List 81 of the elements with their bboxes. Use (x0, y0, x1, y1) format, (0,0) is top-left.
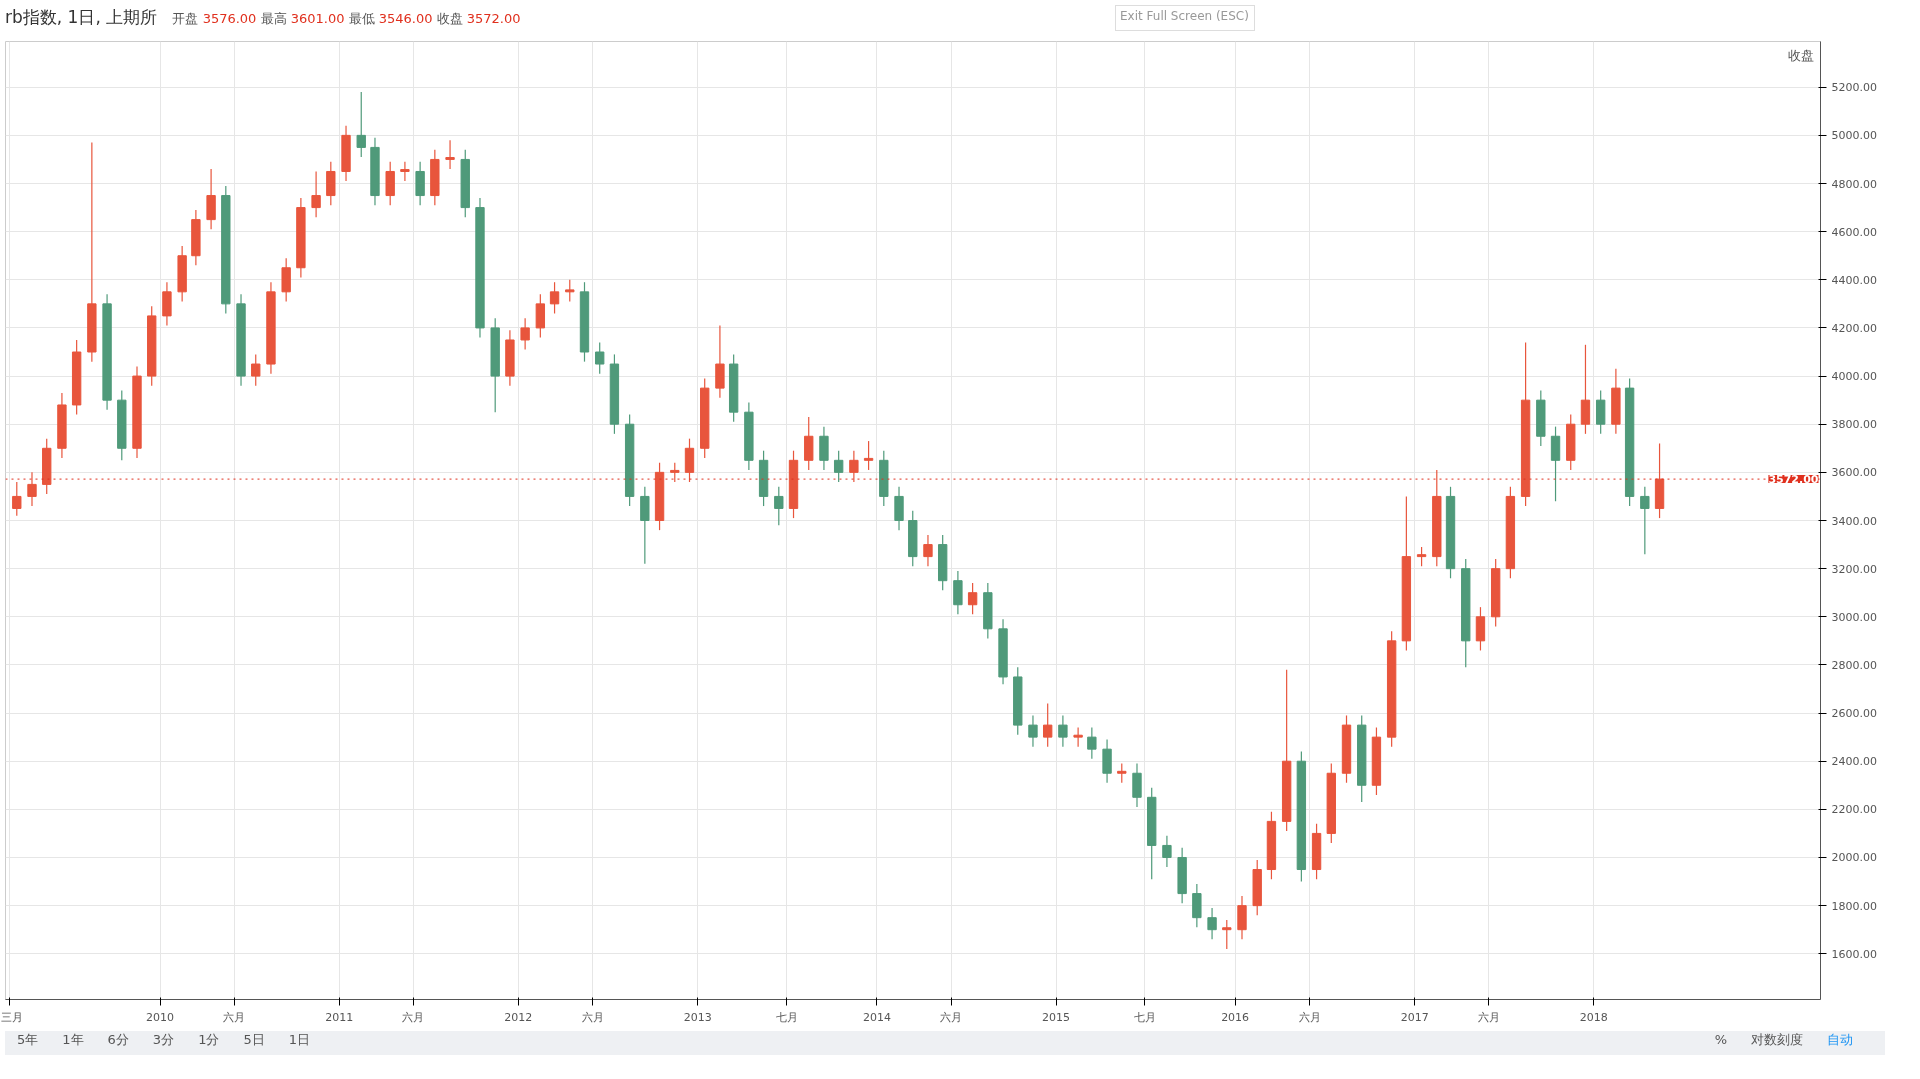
candlestick (12, 481, 22, 517)
text: Exit Full Screen (ESC) (1120, 8, 1249, 25)
candlestick (549, 281, 560, 315)
y-tick-label: 2800.00 (1831, 658, 1877, 672)
candlestick (1416, 546, 1427, 567)
candlestick (863, 440, 874, 471)
candlestick (595, 341, 605, 375)
y-tick-label: 4200.00 (1831, 321, 1877, 335)
candlestick (1043, 702, 1053, 748)
candlestick (1162, 835, 1172, 868)
x-tick-label: 六月 (940, 1010, 963, 1024)
candlestick (1087, 726, 1097, 760)
candlestick (520, 317, 530, 351)
text: 1年 (62, 1032, 84, 1047)
text: 5年 (17, 1032, 39, 1047)
text: 1分 (198, 1032, 220, 1047)
candlestick (1073, 726, 1083, 748)
candlestick (833, 450, 844, 483)
x-tick-label: 2013 (683, 1010, 712, 1024)
x-tick-label: 六月 (1298, 1010, 1321, 1024)
chart-title: rb指数, 1日, 上期所 (5, 7, 158, 27)
candlestick (774, 486, 784, 526)
y-tick-label: 2200.00 (1831, 803, 1877, 817)
x-tick-label: 2018 (1579, 1010, 1608, 1024)
text: 对数刻度 (1751, 1032, 1803, 1047)
text: 3分 (152, 1032, 175, 1047)
x-tick-label: 2012 (504, 1010, 533, 1024)
x-tick-label: 2011 (325, 1010, 354, 1024)
candlestick (849, 450, 859, 483)
y-tick-label: 3000.00 (1831, 610, 1877, 624)
y-tick-label: 4400.00 (1831, 273, 1877, 287)
candlestick (1117, 763, 1127, 784)
x-tick-label: 七月 (775, 1010, 798, 1024)
legend-title: 收盘 (1788, 47, 1814, 65)
x-tick-label: 六月 (223, 1010, 246, 1024)
y-tick-label: 4000.00 (1831, 370, 1877, 384)
x-tick-label: 六月 (402, 1010, 425, 1024)
y-tick-label: 3400.00 (1831, 514, 1877, 528)
x-tick-label: 2016 (1221, 1010, 1250, 1024)
x-tick-label: 2010 (146, 1010, 175, 1024)
x-tick-label: 2015 (1042, 1010, 1071, 1024)
y-tick-label: 3600.00 (1831, 466, 1877, 480)
text: % (1714, 1032, 1727, 1047)
candlestick (1028, 714, 1038, 748)
candlestick (1058, 714, 1068, 748)
candlestick (1222, 919, 1232, 950)
x-tick-label: 2017 (1400, 1010, 1429, 1024)
x-tick-label: 七月 (1133, 1010, 1156, 1024)
text: 5日 (243, 1032, 265, 1047)
y-tick-label: 1800.00 (1831, 899, 1877, 913)
y-tick-label: 3800.00 (1831, 418, 1877, 432)
candlestick (27, 471, 37, 507)
y-tick-label: 4600.00 (1831, 225, 1877, 239)
x-tick-label: 六月 (581, 1010, 604, 1024)
chart-subtitle: 开盘 3576.00 最高 3601.00 最低 3546.00 收盘 3572.00 (172, 11, 521, 26)
y-tick-label: 5000.00 (1831, 129, 1877, 143)
candlestick (1640, 486, 1650, 555)
candlestick (1207, 907, 1217, 940)
y-tick-label: 2400.00 (1831, 755, 1877, 769)
candlestick (311, 170, 321, 218)
candlestick (356, 91, 366, 158)
candlestick (400, 161, 410, 182)
text: 自动 (1827, 1032, 1853, 1047)
y-tick-label: 1600.00 (1831, 947, 1877, 961)
text: 6分 (107, 1032, 129, 1047)
ref-line-label: 3572.00 (1768, 473, 1819, 487)
candlestick (445, 139, 455, 170)
candlestick (967, 582, 978, 615)
x-tick-label: 三月 (0, 1010, 23, 1024)
y-tick-label: 3200.00 (1831, 562, 1877, 576)
candlestick (923, 534, 933, 567)
y-tick-label: 5200.00 (1831, 81, 1877, 95)
x-tick-label: 六月 (1477, 1010, 1500, 1024)
candlestick (251, 353, 261, 387)
text: 1日 (288, 1032, 310, 1047)
y-tick-label: 4800.00 (1831, 177, 1877, 191)
candlestick (670, 462, 680, 483)
y-tick-label: 2600.00 (1831, 707, 1877, 721)
x-tick-label: 2014 (862, 1010, 891, 1024)
y-tick-label: 2000.00 (1831, 851, 1877, 865)
candlestick (565, 279, 575, 303)
